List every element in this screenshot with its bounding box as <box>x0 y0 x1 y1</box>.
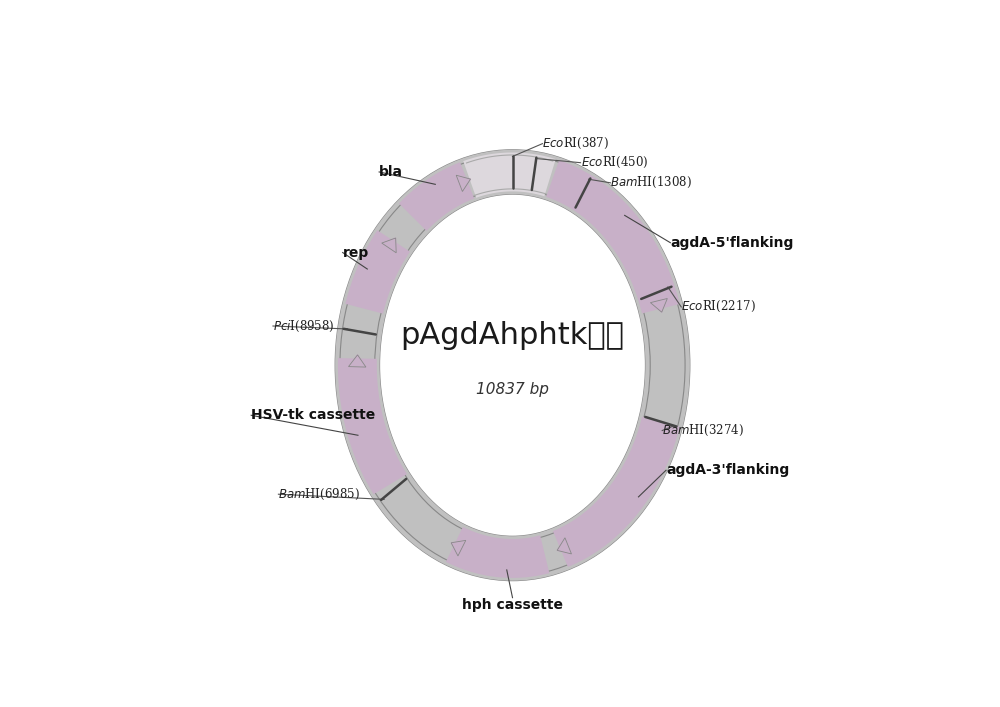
Polygon shape <box>456 175 470 192</box>
Text: $\it{Eco}$RI(450): $\it{Eco}$RI(450) <box>581 155 648 170</box>
Text: HSV-tk cassette: HSV-tk cassette <box>251 408 375 422</box>
Text: bla: bla <box>379 165 403 179</box>
Text: agdA-5'flanking: agdA-5'flanking <box>670 235 794 250</box>
Polygon shape <box>557 538 571 554</box>
Text: $\it{Bam}$HI(1308): $\it{Bam}$HI(1308) <box>610 175 692 190</box>
Polygon shape <box>382 238 396 253</box>
Polygon shape <box>451 540 466 556</box>
Text: $\it{Eco}$RI(387): $\it{Eco}$RI(387) <box>542 136 609 151</box>
Polygon shape <box>349 355 366 367</box>
Text: agdA-3'flanking: agdA-3'flanking <box>666 463 789 477</box>
Polygon shape <box>650 298 667 312</box>
Text: pAgdAhphtk质粒: pAgdAhphtk质粒 <box>401 321 624 350</box>
Text: $\it{Eco}$RI(2217): $\it{Eco}$RI(2217) <box>681 299 756 315</box>
Text: rep: rep <box>343 245 369 259</box>
Text: $\it{Bam}$HI(6985): $\it{Bam}$HI(6985) <box>278 486 360 502</box>
Text: 10837 bp: 10837 bp <box>476 382 549 397</box>
Text: $\it{Pci}$I(8958): $\it{Pci}$I(8958) <box>273 318 335 334</box>
Text: hph cassette: hph cassette <box>462 597 563 612</box>
Text: $\it{Bam}$HI(3274): $\it{Bam}$HI(3274) <box>662 423 744 438</box>
